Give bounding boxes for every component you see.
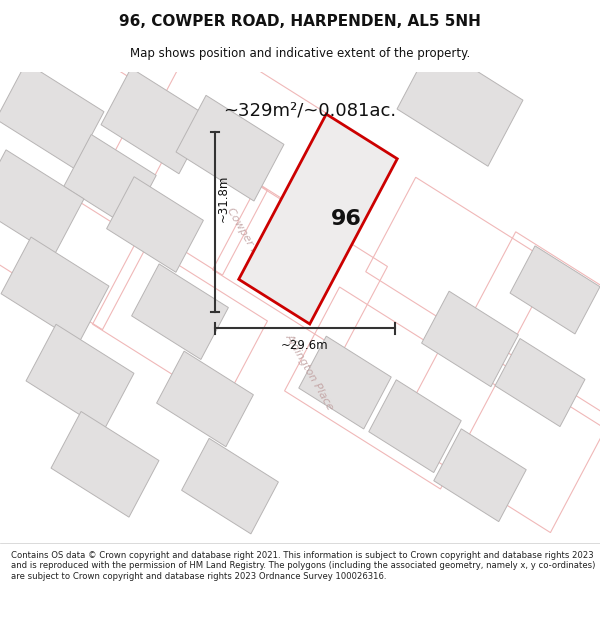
Polygon shape [0,150,84,256]
Text: Map shows position and indicative extent of the property.: Map shows position and indicative extent… [130,48,470,61]
Polygon shape [107,177,203,272]
Text: Aldington Place: Aldington Place [284,332,336,412]
Text: Contains OS data © Crown copyright and database right 2021. This information is : Contains OS data © Crown copyright and d… [11,551,595,581]
Text: ~329m²/~0.081ac.: ~329m²/~0.081ac. [223,101,397,119]
Polygon shape [26,324,134,430]
Polygon shape [239,114,397,324]
Polygon shape [64,134,156,228]
Text: 96: 96 [331,209,361,229]
Polygon shape [495,339,585,427]
Polygon shape [0,62,104,168]
Polygon shape [101,68,209,174]
Text: 96, COWPER ROAD, HARPENDEN, AL5 5NH: 96, COWPER ROAD, HARPENDEN, AL5 5NH [119,14,481,29]
Polygon shape [434,429,526,522]
Text: ~29.6m: ~29.6m [281,339,329,352]
Polygon shape [51,411,159,517]
Polygon shape [157,351,253,447]
Polygon shape [422,291,518,387]
Polygon shape [176,96,284,201]
Polygon shape [131,264,229,359]
Polygon shape [299,336,391,429]
Polygon shape [369,380,461,472]
Text: Cowper Road: Cowper Road [225,206,271,276]
Text: ~31.8m: ~31.8m [217,174,229,222]
Polygon shape [510,246,600,334]
Polygon shape [182,438,278,534]
Polygon shape [1,237,109,342]
Polygon shape [397,43,523,166]
